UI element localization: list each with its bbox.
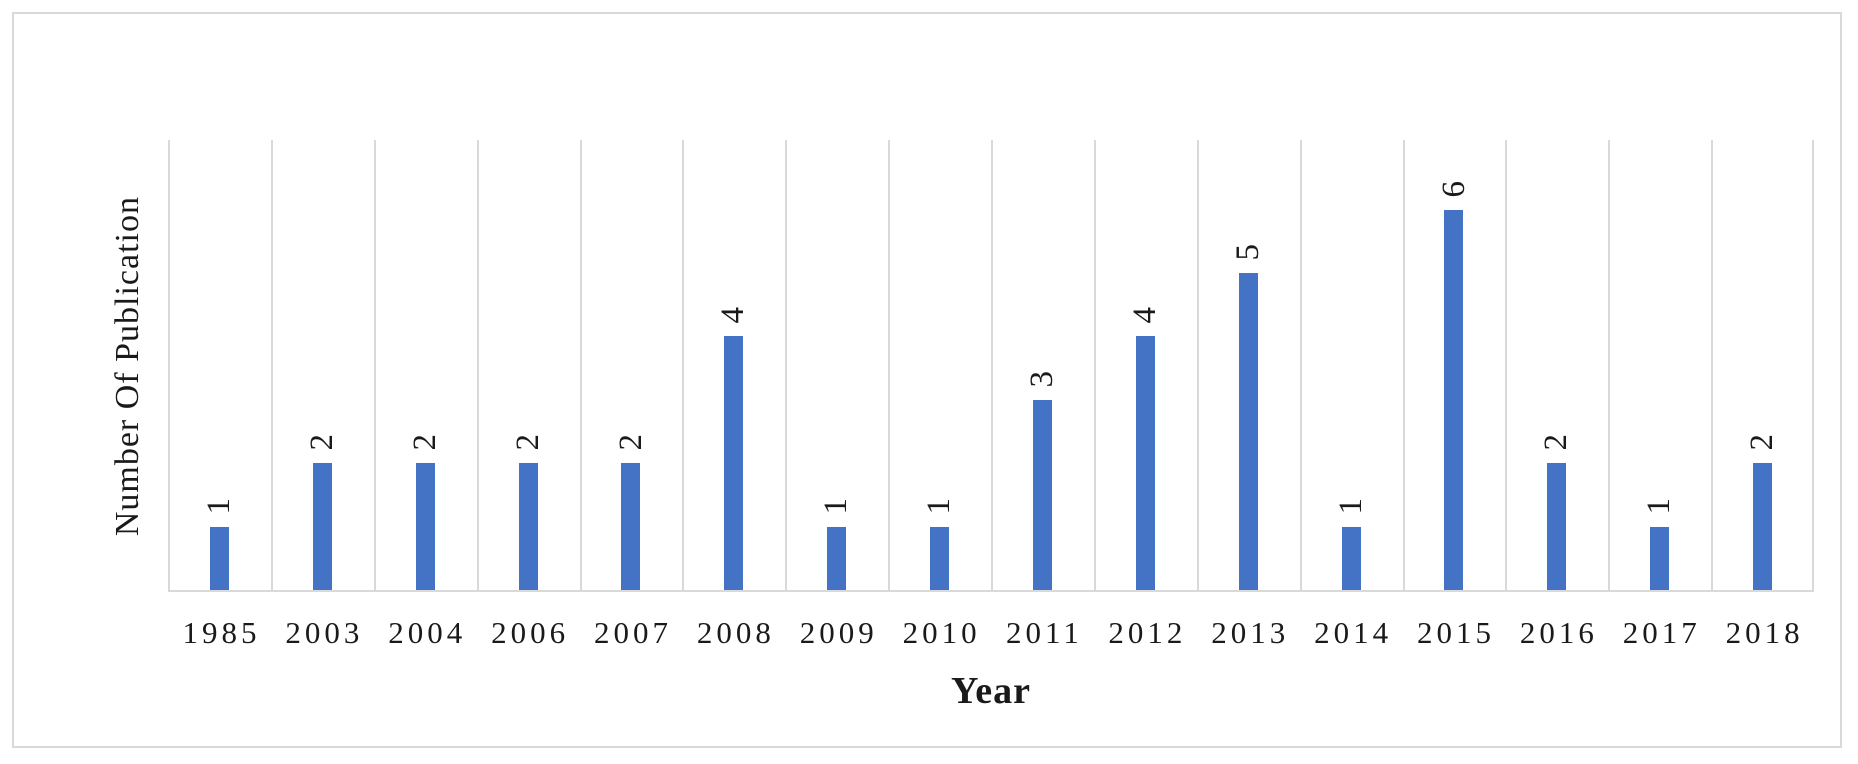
bar — [1650, 527, 1670, 590]
x-tick-label: 2008 — [696, 615, 775, 650]
category-column: 6 — [1403, 140, 1506, 590]
x-tick-label: 2018 — [1725, 615, 1804, 650]
bar — [209, 527, 229, 590]
gridline — [168, 140, 170, 590]
bar-value-label: 1 — [818, 497, 855, 515]
category-column: 2 — [1711, 140, 1814, 590]
gridline — [1711, 140, 1713, 590]
gridline — [991, 140, 993, 590]
gridline — [1300, 140, 1302, 590]
bar-value-label: 6 — [1435, 180, 1472, 198]
bar-value-label: 2 — [406, 433, 443, 451]
category-column: 3 — [991, 140, 1094, 590]
category-column: 2 — [477, 140, 580, 590]
x-tick-label: 2010 — [902, 615, 981, 650]
x-axis-title: Year — [951, 670, 1031, 712]
x-tick-label: 2004 — [388, 615, 467, 650]
gridline — [1403, 140, 1405, 590]
bar — [518, 463, 538, 590]
bar-value-label: 2 — [1744, 433, 1781, 451]
category-column: 2 — [374, 140, 477, 590]
bar — [1135, 336, 1155, 590]
x-tick-label: 2006 — [491, 615, 570, 650]
bar — [827, 527, 847, 590]
bar — [1753, 463, 1773, 590]
x-tick-label: 2016 — [1519, 615, 1598, 650]
x-tick-label: 2013 — [1211, 615, 1290, 650]
gridline — [1094, 140, 1096, 590]
bar-value-label: 2 — [303, 433, 340, 451]
bar — [1341, 527, 1361, 590]
gridline — [1812, 140, 1814, 590]
gridline — [682, 140, 684, 590]
gridline — [580, 140, 582, 590]
gridline — [1608, 140, 1610, 590]
bar — [1032, 400, 1052, 590]
bar-value-label: 1 — [1641, 497, 1678, 515]
bar-value-label: 3 — [1024, 370, 1061, 388]
bar — [415, 463, 435, 590]
category-column: 2 — [580, 140, 683, 590]
bar — [724, 336, 744, 590]
bar-value-label: 2 — [1538, 433, 1575, 451]
plot-area: 1 2 2 2 2 4 1 1 3 4 5 1 6 2 1 2 — [168, 140, 1814, 592]
bar — [621, 463, 641, 590]
bar-value-label: 1 — [201, 497, 238, 515]
x-tick-label: 1985 — [182, 615, 261, 650]
bar — [1444, 210, 1464, 590]
bar-value-label: 5 — [1229, 243, 1266, 261]
bar-value-label: 4 — [715, 306, 752, 324]
x-tick-label: 2007 — [593, 615, 672, 650]
x-tick-label: 2015 — [1416, 615, 1495, 650]
category-column: 2 — [271, 140, 374, 590]
gridline — [374, 140, 376, 590]
x-tick-label: 2009 — [799, 615, 878, 650]
bar — [312, 463, 332, 590]
gridline — [888, 140, 890, 590]
x-tick-label: 2011 — [1006, 615, 1083, 650]
category-column: 1 — [785, 140, 888, 590]
x-tick-label: 2012 — [1108, 615, 1187, 650]
x-tick-label: 2003 — [285, 615, 364, 650]
bar — [1238, 273, 1258, 590]
gridline — [477, 140, 479, 590]
category-column: 1 — [1608, 140, 1711, 590]
gridline — [1197, 140, 1199, 590]
y-axis-title: Number Of Publication — [109, 195, 146, 537]
bar-value-label: 1 — [1332, 497, 1369, 515]
bar-value-label: 1 — [921, 497, 958, 515]
category-column: 2 — [1505, 140, 1608, 590]
x-tick-label: 2014 — [1314, 615, 1393, 650]
bar-value-label: 4 — [1126, 306, 1163, 324]
category-column: 5 — [1197, 140, 1300, 590]
category-column: 1 — [888, 140, 991, 590]
category-column: 1 — [1300, 140, 1403, 590]
x-axis-labels: 1985 2003 2004 2006 2007 2008 2009 2010 2011 2012… — [168, 606, 1814, 660]
gridline — [1505, 140, 1507, 590]
bar-value-label: 2 — [612, 433, 649, 451]
bar-value-label: 2 — [509, 433, 546, 451]
gridline — [271, 140, 273, 590]
category-column: 4 — [1094, 140, 1197, 590]
category-column: 4 — [682, 140, 785, 590]
bar — [1547, 463, 1567, 590]
x-tick-label: 2017 — [1622, 615, 1701, 650]
gridline — [785, 140, 787, 590]
y-axis-title-box: Number Of Publication — [98, 140, 158, 592]
chart-frame: Number Of Publication 1 2 2 2 2 4 1 1 3 4 5 1 6 2 1 2 1… — [12, 12, 1842, 748]
bar — [930, 527, 950, 590]
category-column: 1 — [168, 140, 271, 590]
